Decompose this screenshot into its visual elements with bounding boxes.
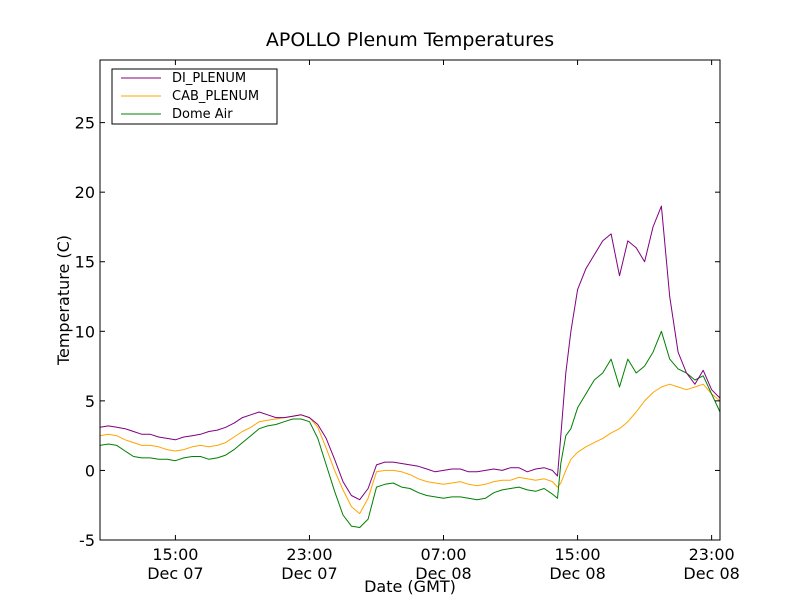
x-tick-date-label: Dec 07 [281,564,337,583]
x-tick-time-label: 15:00 [555,545,601,564]
y-tick-label: -5 [79,531,95,550]
x-tick-date-label: Dec 07 [147,564,203,583]
x-tick-time-label: 23:00 [689,545,735,564]
x-tick-time-label: 15:00 [152,545,198,564]
legend: DI_PLENUM CAB_PLENUM Dome Air [111,68,278,125]
y-tick-label: 0 [85,461,95,480]
legend-label-di-plenum: DI_PLENUM [172,71,246,86]
series-line-cab-plenum [100,383,720,515]
x-tick-time-label: 23:00 [286,545,332,564]
y-axis-label: Temperature (C) [54,235,73,366]
legend-label-dome-air: Dome Air [172,107,233,122]
series-layer [100,205,720,528]
x-tick-date-label: Dec 08 [549,564,605,583]
y-tick-label: 15 [75,253,95,272]
x-axis-label: Date (GMT) [364,577,456,596]
y-tick-label: 25 [75,114,95,133]
y-tick-label: 10 [75,322,95,341]
x-tick-date-label: Dec 08 [415,564,471,583]
x-tick-date-label: Dec 08 [683,564,739,583]
chart-title: APOLLO Plenum Temperatures [266,29,554,51]
y-tick-label: 5 [85,392,95,411]
legend-label-cab-plenum: CAB_PLENUM [172,89,259,104]
series-line-di-plenum [100,205,720,501]
y-tick-label: 20 [75,183,95,202]
x-tick-time-label: 07:00 [420,545,466,564]
series-line-dome-air [100,330,720,528]
y-axis-ticks: -5 0 5 10 15 20 25 [75,114,720,550]
plot-frame [99,59,721,541]
